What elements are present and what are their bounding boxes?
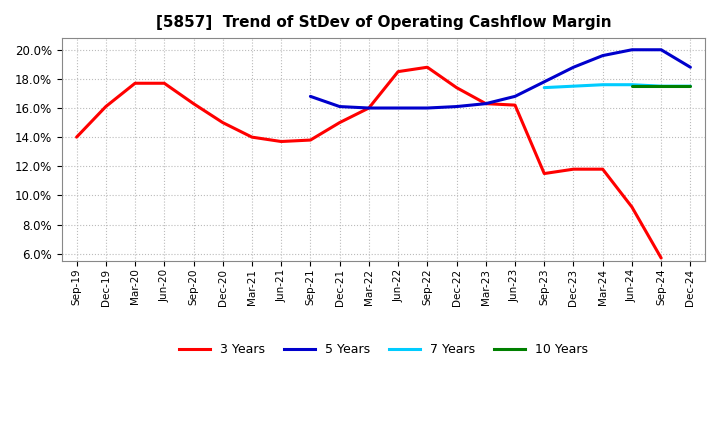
3 Years: [452, 85, 461, 90]
5 Years: [657, 47, 665, 52]
3 Years: [394, 69, 402, 74]
10 Years: [628, 84, 636, 89]
3 Years: [248, 135, 256, 140]
3 Years: [540, 171, 549, 176]
3 Years: [72, 135, 81, 140]
5 Years: [686, 65, 695, 70]
Line: 5 Years: 5 Years: [310, 50, 690, 108]
Line: 3 Years: 3 Years: [76, 67, 661, 258]
5 Years: [336, 104, 344, 109]
3 Years: [364, 105, 373, 110]
5 Years: [540, 79, 549, 84]
3 Years: [131, 81, 140, 86]
3 Years: [569, 167, 577, 172]
3 Years: [218, 120, 227, 125]
Title: [5857]  Trend of StDev of Operating Cashflow Margin: [5857] Trend of StDev of Operating Cashf…: [156, 15, 611, 30]
5 Years: [628, 47, 636, 52]
3 Years: [482, 101, 490, 106]
Line: 7 Years: 7 Years: [544, 85, 690, 88]
7 Years: [569, 84, 577, 89]
3 Years: [510, 103, 519, 108]
3 Years: [423, 65, 432, 70]
5 Years: [569, 65, 577, 70]
7 Years: [686, 84, 695, 89]
7 Years: [657, 84, 665, 89]
5 Years: [306, 94, 315, 99]
10 Years: [657, 84, 665, 89]
5 Years: [510, 94, 519, 99]
3 Years: [277, 139, 286, 144]
3 Years: [160, 81, 168, 86]
Legend: 3 Years, 5 Years, 7 Years, 10 Years: 3 Years, 5 Years, 7 Years, 10 Years: [174, 338, 593, 362]
3 Years: [628, 205, 636, 210]
3 Years: [102, 104, 110, 109]
5 Years: [598, 53, 607, 58]
3 Years: [598, 167, 607, 172]
3 Years: [306, 137, 315, 143]
3 Years: [657, 255, 665, 260]
7 Years: [540, 85, 549, 90]
7 Years: [598, 82, 607, 88]
5 Years: [482, 101, 490, 106]
7 Years: [628, 82, 636, 88]
5 Years: [364, 105, 373, 110]
5 Years: [423, 105, 432, 110]
10 Years: [686, 84, 695, 89]
3 Years: [189, 101, 198, 106]
5 Years: [394, 105, 402, 110]
3 Years: [336, 120, 344, 125]
5 Years: [452, 104, 461, 109]
